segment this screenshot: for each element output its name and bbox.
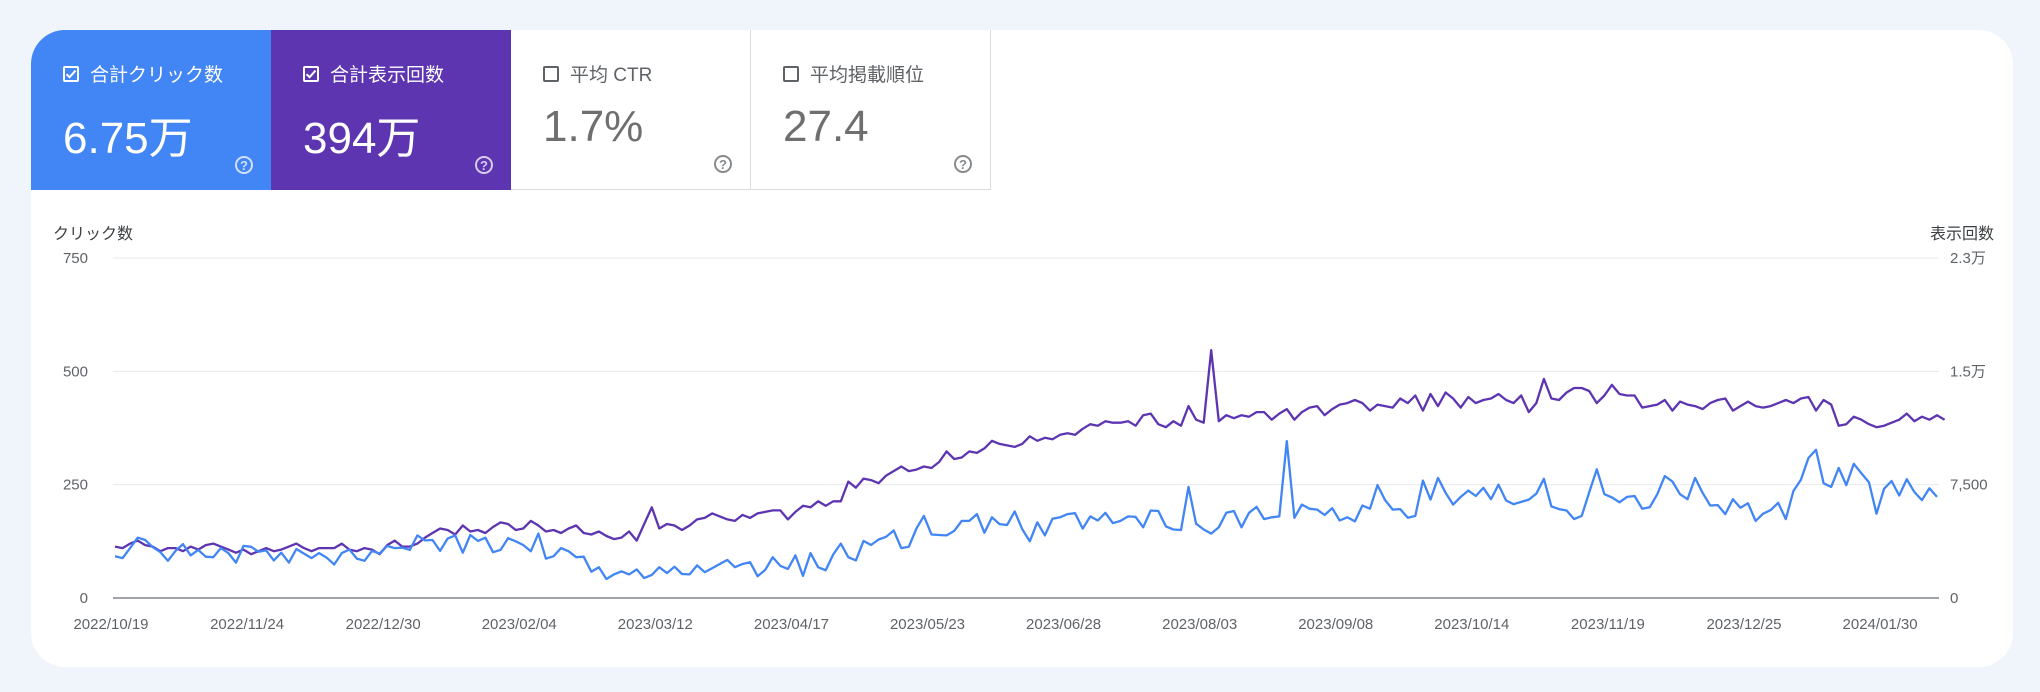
y-axis-left-title: クリック数 <box>53 225 133 243</box>
x-tick-label: 2022/12/30 <box>346 616 421 633</box>
metric-label: 合計表示回数 <box>330 65 445 86</box>
metric-value: 27.4 <box>783 102 869 151</box>
x-tick-label: 2024/01/30 <box>1843 616 1918 633</box>
help-circle-icon[interactable]: ? <box>475 156 493 174</box>
x-tick-label: 2023/12/25 <box>1706 616 1781 633</box>
metric-label: 合計クリック数 <box>90 65 224 86</box>
metric-value: 6.75万 <box>63 114 193 163</box>
performance-card: 合計クリック数 6.75万? 合計表示回数 394万? 平均 CTR 1.7%? 平均掲載順… <box>31 30 2013 667</box>
metric-header: 平均 CTR <box>543 60 652 87</box>
clicks-series-line <box>114 439 1938 581</box>
help-circle-icon[interactable]: ? <box>235 156 253 174</box>
metric-tab-2[interactable]: 平均 CTR 1.7%? <box>511 30 751 190</box>
x-tick-label: 2022/11/24 <box>210 616 284 633</box>
x-tick-label: 2023/09/08 <box>1298 616 1373 633</box>
impressions-series-line <box>114 349 1946 556</box>
metric-tabs: 合計クリック数 6.75万? 合計表示回数 394万? 平均 CTR 1.7%? 平均掲載順… <box>31 30 991 190</box>
x-tick-label: 2023/04/17 <box>754 616 829 633</box>
x-tick-label: 2023/08/03 <box>1162 616 1237 633</box>
y-tick-right: 0 <box>1950 590 1958 607</box>
checkbox-icon[interactable] <box>543 65 559 82</box>
y-tick-left: 500 <box>63 363 88 380</box>
metric-header: 合計クリック数 <box>63 60 223 87</box>
metric-tab-3[interactable]: 平均掲載順位 27.4? <box>751 30 991 190</box>
metric-label: 平均掲載順位 <box>810 65 925 86</box>
metric-label: 平均 CTR <box>570 65 653 86</box>
y-tick-right: 1.5万 <box>1950 363 1986 380</box>
metric-value: 1.7% <box>543 102 644 151</box>
help-circle-icon[interactable]: ? <box>714 155 732 173</box>
x-tick-label: 2022/10/19 <box>73 616 148 633</box>
metric-header: 合計表示回数 <box>303 60 444 87</box>
metric-value: 394万 <box>303 114 421 163</box>
x-tick-label: 2023/05/23 <box>890 616 965 633</box>
y-tick-right: 7,500 <box>1950 477 1988 494</box>
checkbox-icon[interactable] <box>63 65 79 82</box>
x-tick-label: 2023/03/12 <box>618 616 693 633</box>
y-tick-left: 750 <box>63 250 88 267</box>
y-tick-left: 0 <box>80 590 88 607</box>
x-tick-label: 2023/10/14 <box>1434 616 1509 633</box>
x-tick-label: 2023/06/28 <box>1026 616 1101 633</box>
y-tick-right: 2.3万 <box>1950 250 1986 267</box>
metric-tab-1[interactable]: 合計表示回数 394万? <box>271 30 511 190</box>
x-tick-label: 2023/02/04 <box>482 616 557 633</box>
x-tick-label: 2023/11/19 <box>1571 616 1645 633</box>
metric-tab-0[interactable]: 合計クリック数 6.75万? <box>31 30 271 190</box>
performance-chart: クリック数 表示回数 0 0 250 7,500 500 1.5万 750 2.3万 2022/10… <box>53 225 1994 633</box>
metric-header: 平均掲載順位 <box>783 60 924 87</box>
checkbox-icon[interactable] <box>783 65 799 82</box>
checkbox-icon[interactable] <box>303 65 319 82</box>
help-circle-icon[interactable]: ? <box>954 155 972 173</box>
y-tick-left: 250 <box>63 477 88 494</box>
y-axis-right-title: 表示回数 <box>1930 225 1994 243</box>
